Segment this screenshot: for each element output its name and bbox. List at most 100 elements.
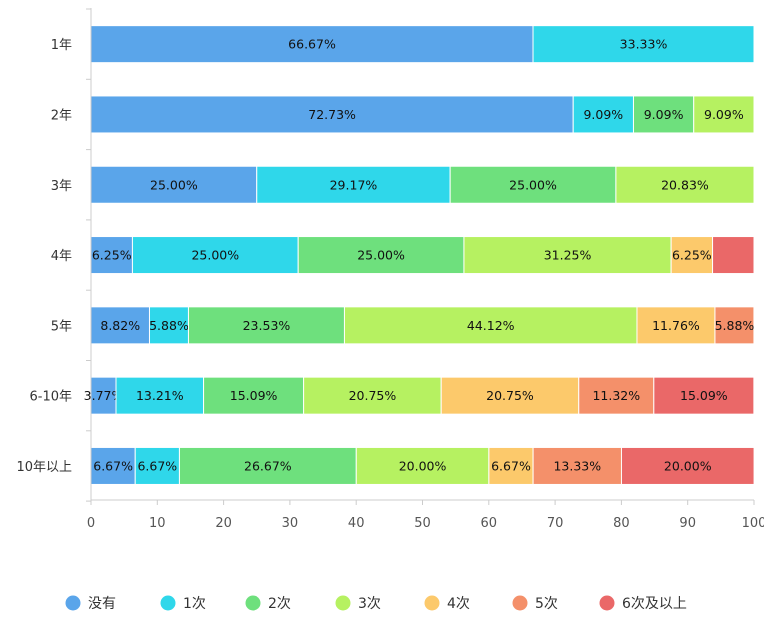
bar-segment — [636, 306, 716, 345]
legend-marker — [65, 595, 81, 611]
bar-segment — [449, 165, 617, 204]
legend-item[interactable]: 5次 — [512, 595, 558, 613]
data-label: 6.67% — [491, 458, 531, 473]
bar-segment — [532, 25, 755, 64]
bar-segment — [653, 376, 755, 415]
x-tick-label: 0 — [87, 516, 95, 531]
legend-label: 3次 — [358, 596, 381, 612]
data-label: 13.33% — [553, 458, 601, 473]
bar-segment — [355, 446, 490, 485]
data-label: 25.00% — [357, 248, 405, 263]
data-label: 6.67% — [93, 458, 133, 473]
data-label: 13.21% — [136, 388, 184, 403]
bar-segment — [615, 165, 755, 204]
legend-marker — [245, 595, 261, 611]
axes-layer: 1年 2年 3年 4年 5年 6-10年 10年以上 0 10 20 30 40 50 60 70 80 90 1… — [16, 8, 764, 531]
bar-segment — [463, 236, 672, 275]
bar-segment — [714, 306, 755, 345]
legend-item[interactable]: 2次 — [245, 595, 291, 613]
data-label: 3.77% — [84, 388, 124, 403]
x-tick-label: 10 — [149, 516, 166, 531]
data-label: 20.00% — [399, 458, 447, 473]
bar-segment — [148, 306, 189, 345]
data-label: 9.09% — [644, 107, 684, 122]
x-tick-label: 80 — [613, 516, 630, 531]
data-label: 20.83% — [661, 177, 709, 192]
bar-segment — [90, 95, 574, 134]
data-label: 8.82% — [100, 318, 140, 333]
x-tick-label: 60 — [481, 516, 498, 531]
data-label: 20.75% — [486, 388, 534, 403]
legend: 没有 1次 2次 3次 4次 5次 6次及以上 — [65, 595, 687, 613]
data-label: 23.53% — [243, 318, 291, 333]
bar-segment — [187, 306, 345, 345]
legend-item[interactable]: 6次及以上 — [599, 595, 687, 613]
data-label: 11.32% — [592, 388, 640, 403]
bar-segment — [134, 446, 180, 485]
bar-segment — [532, 446, 622, 485]
legend-label: 2次 — [268, 596, 291, 612]
legend-marker — [160, 595, 176, 611]
data-label: 44.12% — [467, 318, 515, 333]
category-label: 6-10年 — [29, 390, 72, 405]
data-label: 33.33% — [620, 37, 668, 52]
bar-segment — [632, 95, 695, 134]
bar-segment — [90, 446, 136, 485]
data-label: 26.67% — [244, 458, 292, 473]
legend-marker — [599, 595, 615, 611]
bars-layer: 66.67% 33.33% 72.73% 9.09% 9.09% 9.09% 25.00% 2… — [84, 25, 755, 485]
data-label: 72.73% — [308, 107, 356, 122]
x-tick-label: 20 — [215, 516, 232, 531]
legend-label: 6次及以上 — [622, 596, 687, 612]
legend-label: 没有 — [88, 596, 116, 612]
data-label: 15.09% — [230, 388, 278, 403]
bar-segment — [90, 165, 258, 204]
data-label: 31.25% — [544, 248, 592, 263]
x-tick-label: 100 — [742, 516, 764, 531]
legend-label: 5次 — [535, 596, 558, 612]
data-label: 15.09% — [680, 388, 728, 403]
category-label: 4年 — [51, 249, 72, 264]
data-label: 20.75% — [349, 388, 397, 403]
bar-segment — [578, 376, 655, 415]
bar-segment — [712, 236, 755, 275]
bar-segment — [256, 165, 451, 204]
legend-item[interactable]: 3次 — [335, 595, 381, 613]
x-tick-label: 70 — [547, 516, 564, 531]
x-tick-label: 50 — [414, 516, 431, 531]
legend-item[interactable]: 没有 — [65, 595, 117, 613]
data-label: 29.17% — [330, 177, 378, 192]
data-label: 6.25% — [92, 248, 132, 263]
bar-segment — [693, 95, 755, 134]
data-label: 20.00% — [664, 458, 712, 473]
data-label: 5.88% — [149, 318, 189, 333]
x-tick-label: 40 — [348, 516, 365, 531]
legend-label: 1次 — [183, 596, 206, 612]
category-label: 5年 — [51, 319, 72, 334]
data-label: 25.00% — [191, 248, 239, 263]
bar-segment — [297, 236, 465, 275]
category-label: 2年 — [51, 108, 72, 123]
legend-item[interactable]: 4次 — [424, 595, 470, 613]
bar-segment — [620, 446, 755, 485]
bar-segment — [343, 306, 638, 345]
bar-segment — [90, 376, 117, 415]
x-tick-label: 30 — [282, 516, 299, 531]
bar-segment — [488, 446, 534, 485]
data-label: 5.88% — [715, 318, 755, 333]
category-label: 10年以上 — [16, 460, 72, 475]
data-label: 6.25% — [672, 248, 712, 263]
data-label: 25.00% — [150, 177, 198, 192]
category-label: 1年 — [51, 38, 72, 53]
data-label: 9.09% — [583, 107, 623, 122]
data-label: 66.67% — [288, 37, 336, 52]
legend-item[interactable]: 1次 — [160, 595, 206, 613]
x-tick-label: 90 — [679, 516, 696, 531]
data-label: 25.00% — [509, 177, 557, 192]
data-label: 9.09% — [704, 107, 744, 122]
legend-label: 4次 — [447, 596, 470, 612]
bar-segment — [303, 376, 442, 415]
category-label: 3年 — [51, 179, 72, 194]
bar-segment — [203, 376, 305, 415]
